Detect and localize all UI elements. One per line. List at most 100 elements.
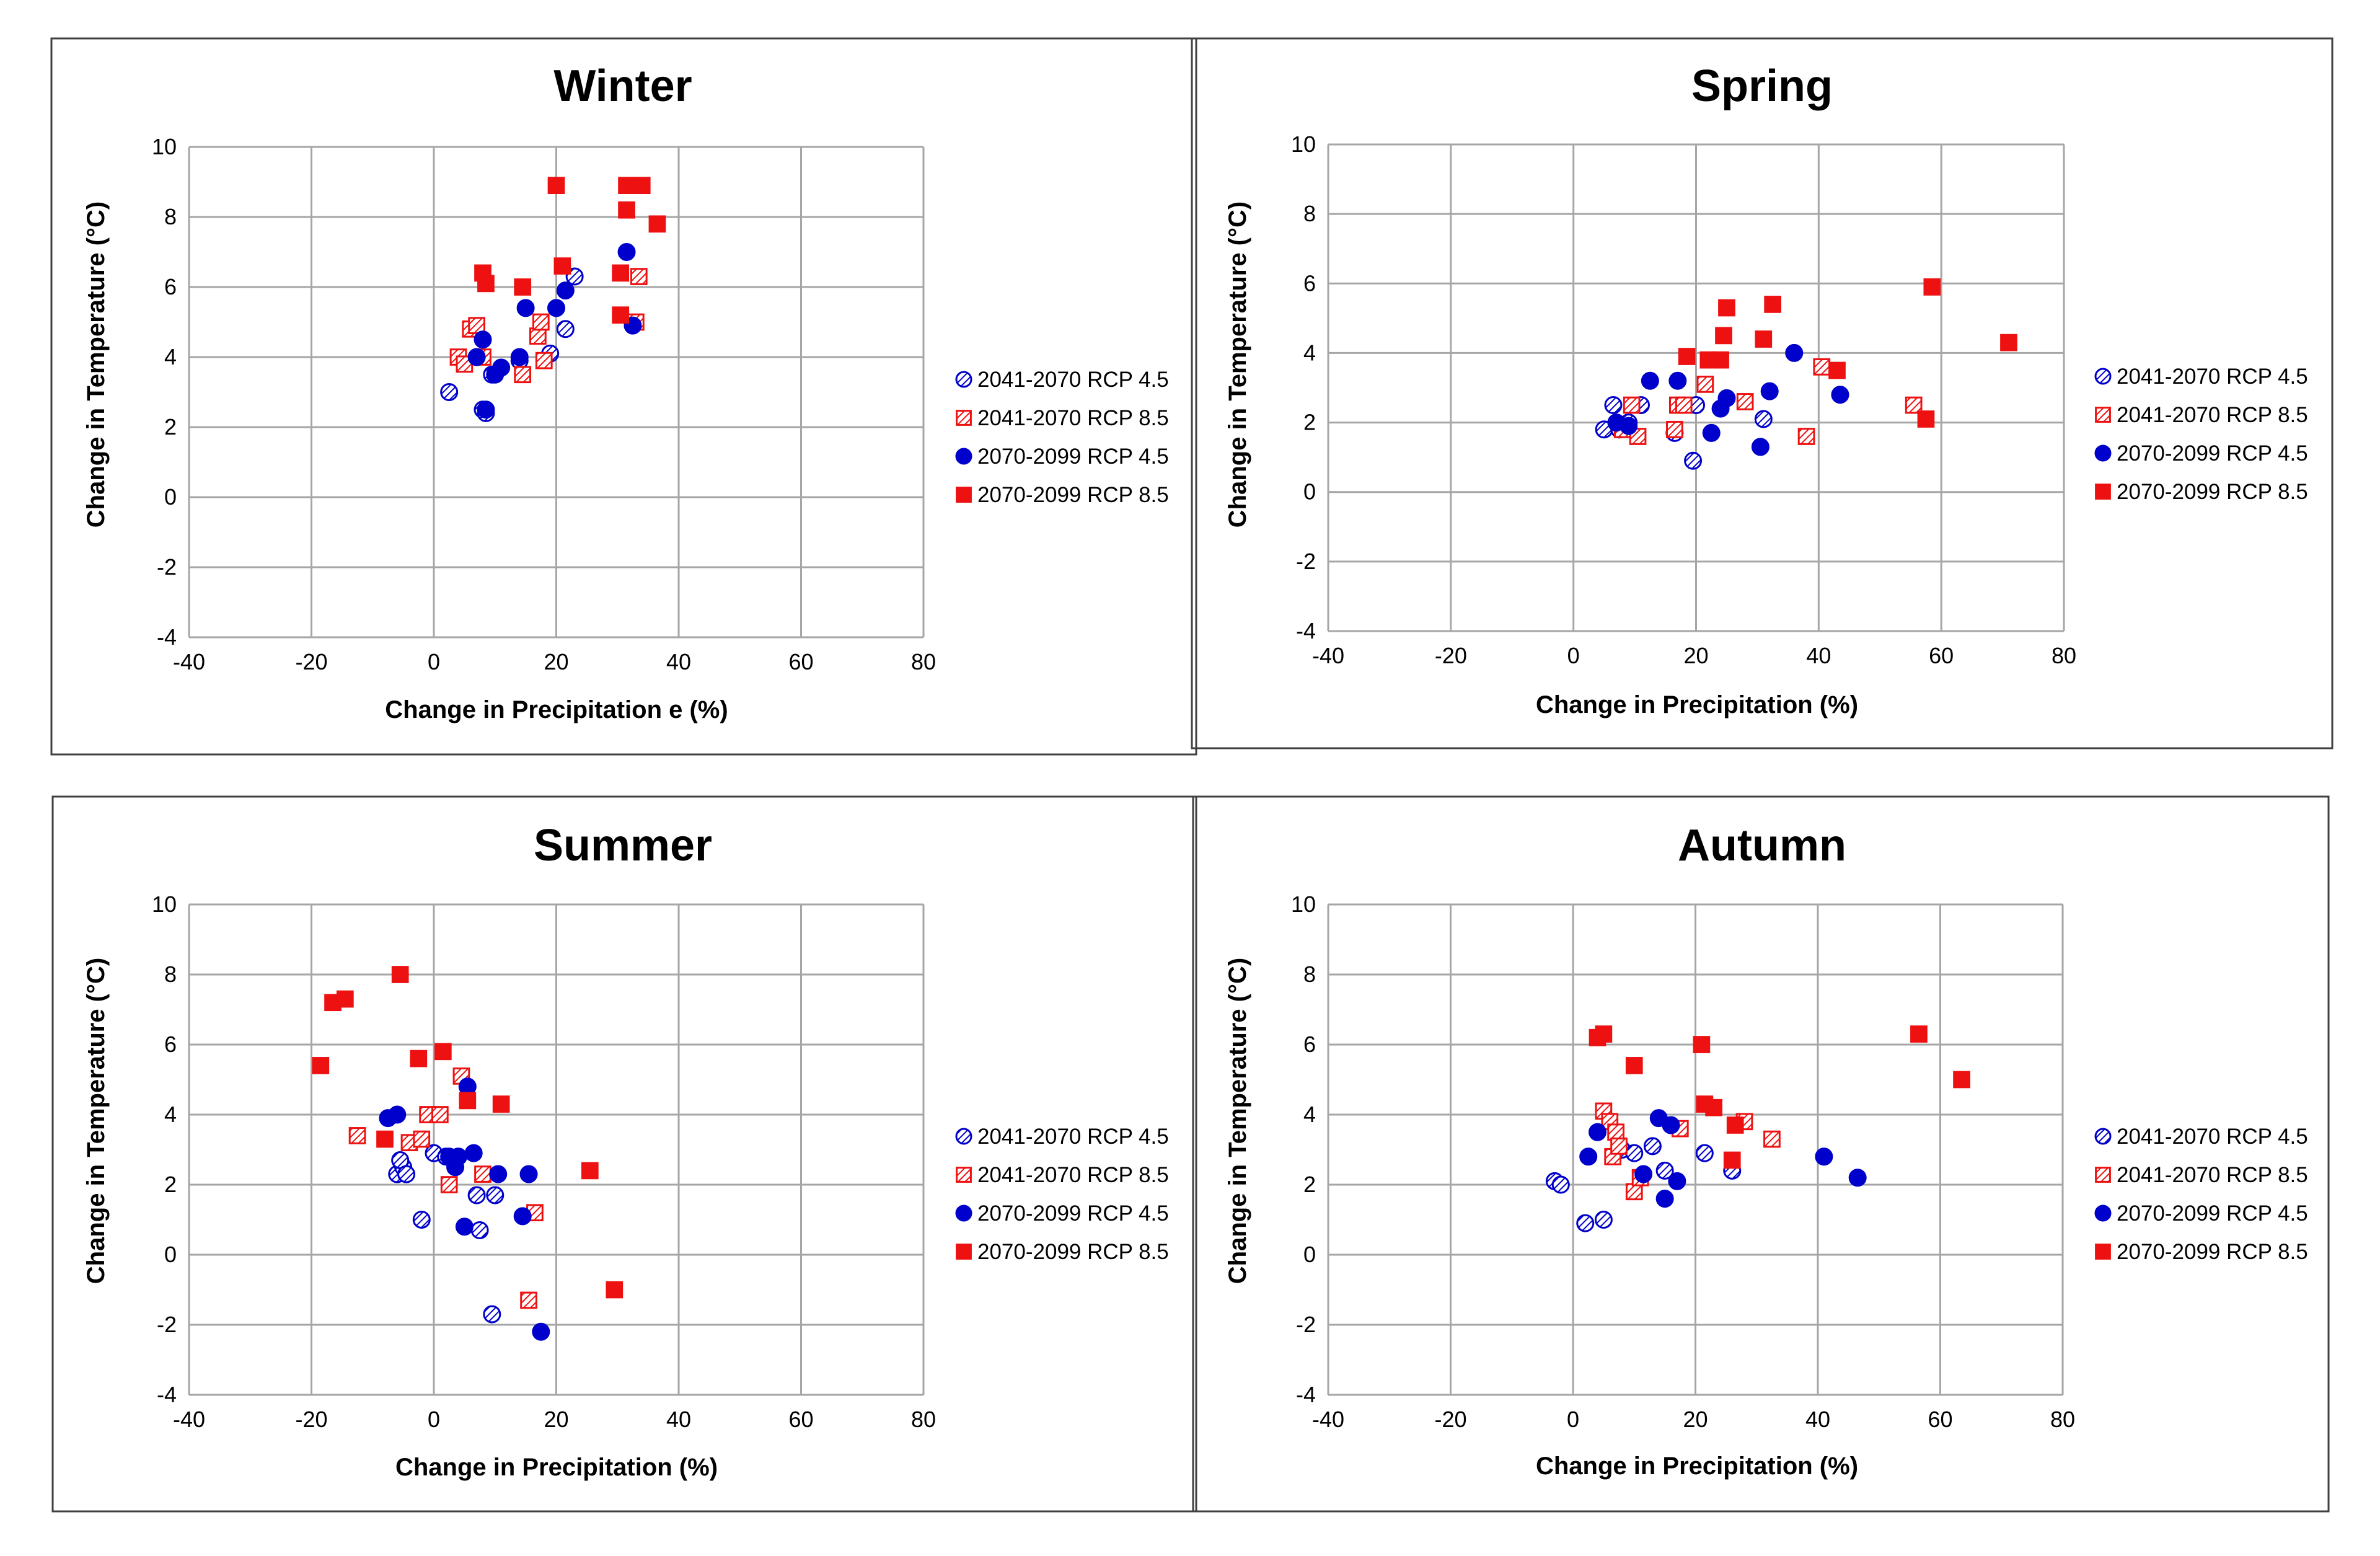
panel-frame [51,795,1197,1513]
data-point [547,299,565,317]
data-points [1545,1025,1970,1232]
data-point [1668,371,1687,390]
legend: 2041-2070 RCP 4.5 2041-2070 RCP 8.5 2070-2… [2094,365,2308,504]
y-tick-labels: -4 -2 0 2 4 6 8 10 [152,891,177,1407]
data-point [1755,330,1773,348]
data-point [467,1186,486,1205]
data-point [1684,451,1703,470]
y-tick-label: -2 [157,554,177,580]
data-point [1712,351,1729,369]
data-point [553,257,571,275]
legend-label: 2041-2070 RCP 4.5 [2117,1125,2308,1149]
data-point [516,299,535,317]
y-tick-label: 10 [1291,891,1316,917]
data-point [1576,1214,1595,1232]
x-tick-label: 60 [1929,643,1954,668]
legend-label: 2041-2070 RCP 4.5 [977,1125,1169,1149]
y-tick-label: -4 [1296,618,1316,643]
data-point [1655,1190,1674,1208]
data-point [1625,1144,1644,1162]
legend-marker [2094,1128,2112,1145]
x-tick-label: 0 [1567,1407,1579,1432]
x-tick-label: 0 [1567,643,1580,668]
y-tick-label: 8 [1303,201,1316,226]
data-point [1643,1137,1662,1156]
y-tick-label: 4 [1303,340,1316,365]
data-point [397,1165,416,1183]
y-tick-label: 4 [1303,1102,1316,1127]
data-point [532,1322,550,1341]
y-tick-label: 6 [1303,270,1316,296]
panel-frame [50,37,1197,756]
horizontal-gridlines [1328,903,2063,1396]
y-tick-label: 8 [164,961,177,987]
chart-title: Winter [553,61,692,111]
y-tick-label: 10 [152,891,177,917]
y-tick-label: 0 [164,1242,177,1267]
data-point [532,313,550,331]
x-axis-label: Change in Precipitation (%) [1536,1452,1858,1480]
data-point [459,1092,477,1110]
data-point [1764,296,1781,313]
data-point [431,1106,449,1123]
data-point [514,366,532,384]
data-point [440,1176,458,1193]
data-point [1736,393,1754,410]
legend-marker [956,1244,972,1260]
legend-label: 2041-2070 RCP 8.5 [2117,1163,2308,1187]
data-point [376,1130,394,1148]
chart-title: Summer [534,821,712,870]
legend-label: 2070-2099 RCP 8.5 [977,483,1169,507]
data-point [388,1105,407,1124]
data-point [1634,1165,1653,1183]
y-tick-label: 0 [164,484,177,510]
x-tick-label: 20 [544,649,568,674]
data-point [1953,1071,1970,1089]
y-tick-label: -2 [157,1312,177,1337]
y-tick-label: -2 [1296,549,1316,574]
data-point [2000,334,2017,351]
y-tick-label: 0 [1303,1242,1316,1267]
legend-marker [2095,407,2111,423]
data-point [1625,1183,1643,1201]
data-point [510,348,529,366]
legend-label: 2070-2099 RCP 8.5 [977,1240,1169,1264]
data-point [470,1221,489,1239]
data-point [1815,1147,1833,1166]
horizontal-gridlines [189,146,923,639]
data-point [1604,396,1623,415]
y-tick-labels: -4 -2 0 2 4 6 8 10 [1291,131,1316,643]
x-tick-label: -40 [1312,1407,1344,1432]
data-point [1813,358,1831,376]
y-tick-label: 4 [164,1102,177,1127]
data-point [1905,396,1923,414]
data-point [1641,371,1659,390]
data-point [1675,396,1693,414]
data-point [1923,278,1941,296]
x-tick-label: 0 [428,649,440,674]
data-point [1763,1130,1781,1148]
data-point [336,990,354,1008]
data-point [440,383,459,401]
y-tick-label: 0 [1303,479,1316,505]
legend-label: 2070-2099 RCP 4.5 [977,444,1169,469]
legend-label: 2070-2099 RCP 8.5 [2117,1240,2308,1264]
y-tick-label: -4 [157,1382,177,1407]
horizontal-gridlines [1328,143,2064,632]
data-point [312,1057,330,1074]
data-point [1655,1161,1674,1180]
x-tick-label: 20 [1683,643,1708,668]
legend: 2041-2070 RCP 4.5 2041-2070 RCP 8.5 2070-2… [955,1125,1169,1264]
y-tick-label: 10 [152,134,177,159]
y-axis-label: Change in Temperature (°C) [1224,201,1251,528]
x-tick-label: 40 [666,649,691,674]
data-point [412,1211,431,1229]
data-point [1662,1116,1680,1134]
data-point [1702,423,1721,442]
data-point [529,327,547,345]
data-point [1754,410,1773,428]
legend-label: 2041-2070 RCP 8.5 [977,1163,1169,1187]
data-point [1579,1147,1598,1166]
data-point [513,1207,532,1226]
